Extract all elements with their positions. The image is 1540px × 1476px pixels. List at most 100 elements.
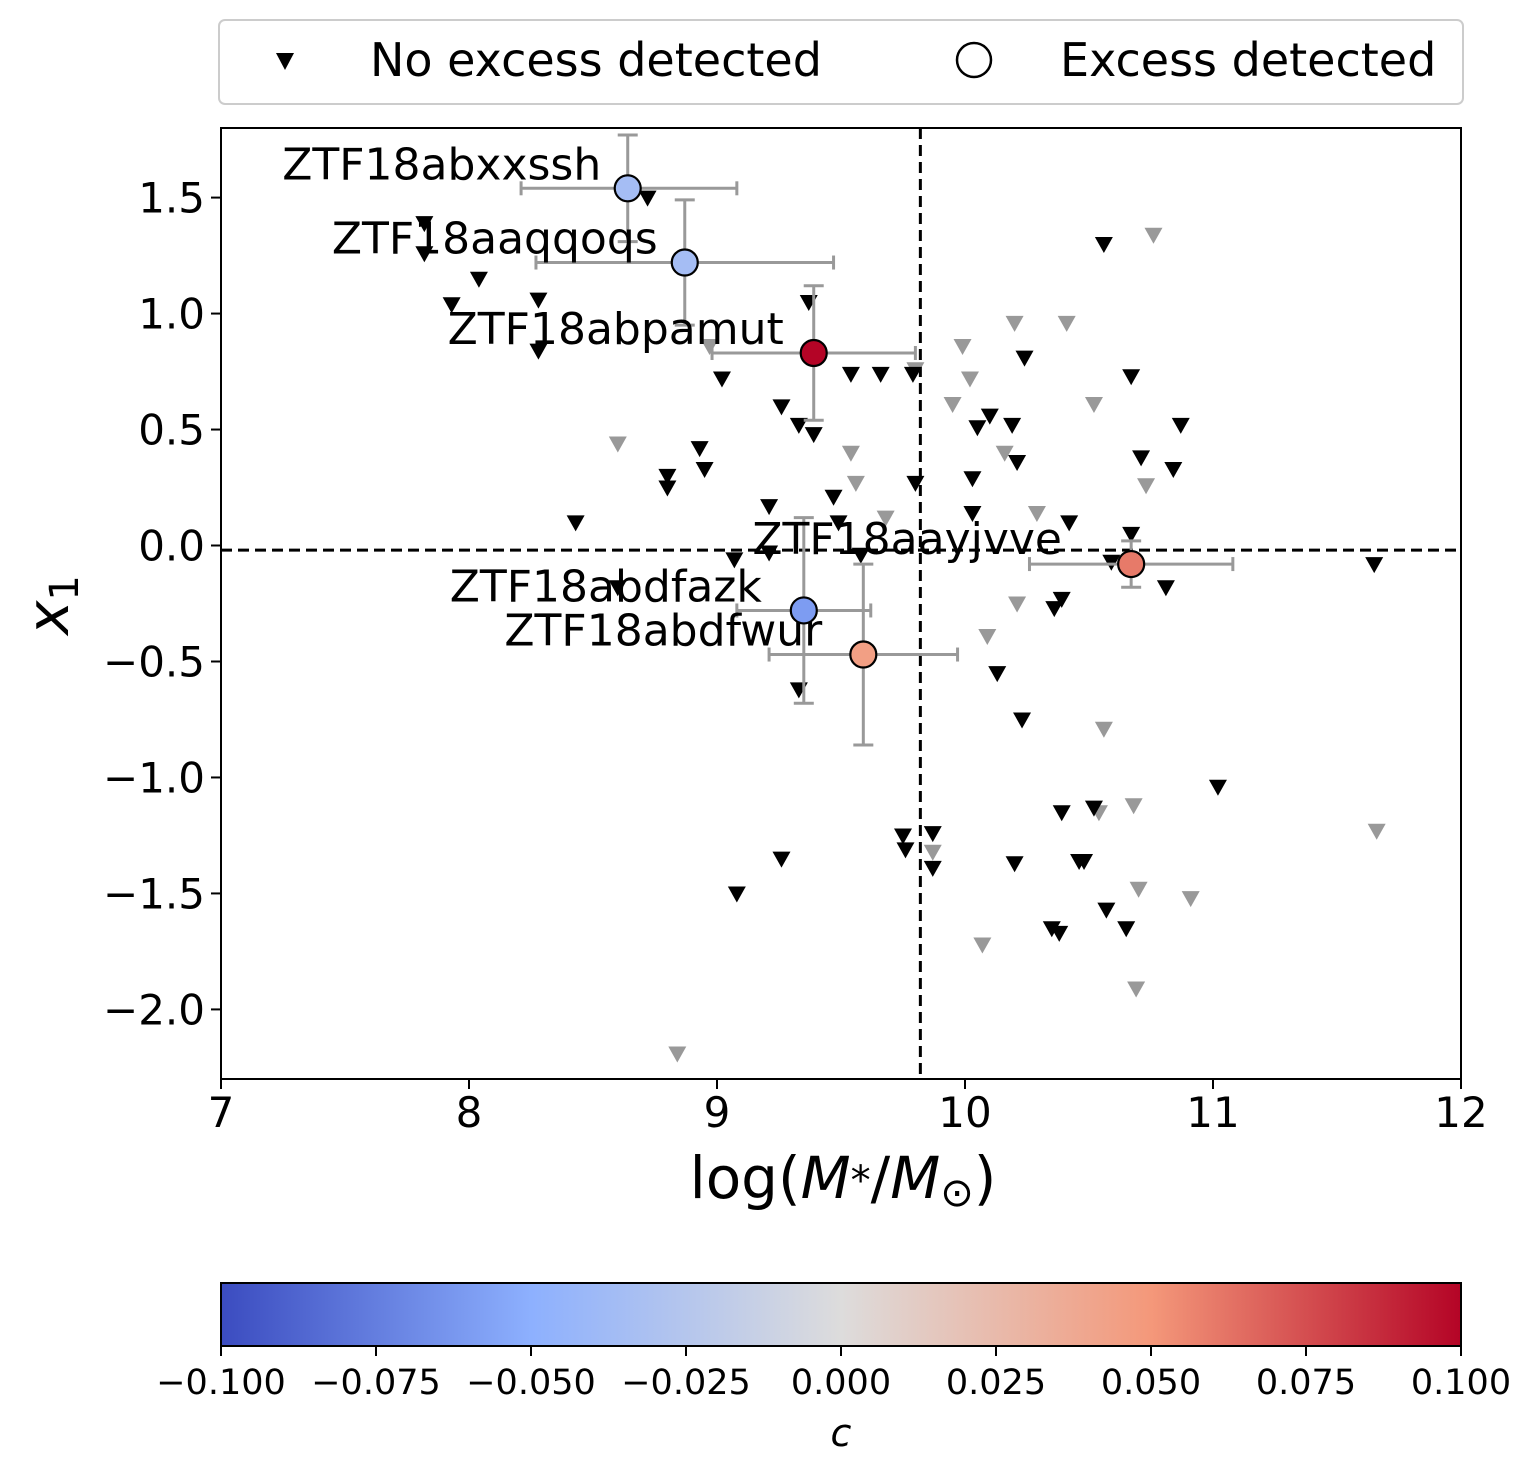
black-triangle-point [804, 427, 823, 444]
x-tick-label: 10 [938, 1088, 991, 1137]
black-triangle-point [566, 515, 585, 532]
colorbar-gradient [220, 1282, 1462, 1347]
black-triangle-point [1094, 236, 1113, 253]
excess-point-ztf18abpamut [799, 338, 828, 368]
black-triangle-point [963, 506, 982, 523]
grey-triangle-point [1124, 798, 1143, 815]
grey-triangle-point [1027, 506, 1046, 523]
point-label-ztf18aaqqoqs: ZTF18aaqqoqs [332, 214, 658, 265]
grey-triangle-point [978, 628, 997, 645]
black-triangle-point [469, 271, 488, 288]
black-triangle-point [1171, 417, 1190, 434]
black-triangle-point [1003, 417, 1022, 434]
black-triangle-point [442, 297, 461, 314]
colorbar-label: c [831, 1411, 852, 1455]
black-triangle-point [1042, 921, 1061, 938]
point-label-ztf18aayjvve: ZTF18aayjvve [752, 514, 1062, 565]
black-triangle-point [923, 826, 942, 843]
colorbar-tick-label: 0.100 [1411, 1363, 1511, 1403]
y-tick-label: 1.0 [138, 290, 205, 339]
x-axis-label: log(M*/M⊙) [690, 1144, 997, 1216]
excess-point-ztf18abdfwur [849, 640, 878, 669]
black-triangle-point [1208, 779, 1227, 796]
black-triangle-point [851, 547, 870, 564]
y-tick-label: −1.0 [103, 753, 205, 802]
x-tick-label: 12 [1434, 1088, 1487, 1137]
black-triangle-point [903, 366, 922, 383]
grey-triangle-point [1129, 881, 1148, 898]
black-triangle-point [415, 246, 434, 263]
point-label-ztf18abdfwur: ZTF18abdfwur [504, 606, 823, 657]
colorbar-tick-label: 0.000 [791, 1363, 891, 1403]
black-triangle-point [1052, 591, 1071, 608]
black-triangle-point [1084, 800, 1103, 817]
black-triangle-point [760, 545, 779, 562]
excess-point-ztf18aaqqoqs [670, 248, 699, 277]
black-triangle-point [1060, 515, 1079, 532]
black-triangle-point [1013, 712, 1032, 729]
black-triangle-point [772, 399, 791, 416]
legend-triangle-icon [276, 53, 294, 70]
grey-triangle-point [846, 475, 865, 492]
series-grey-triangles [608, 227, 1386, 1063]
black-triangle-point [968, 420, 987, 437]
black-triangle-point [1015, 350, 1034, 367]
black-triangle-point [1156, 580, 1175, 597]
black-triangle-point [1164, 461, 1183, 478]
grey-triangle-point [960, 371, 979, 388]
grey-triangle-point [608, 436, 627, 453]
grey-triangle-point [1144, 227, 1163, 244]
colorbar-tick-label: 0.050 [1101, 1363, 1201, 1403]
black-triangle-point [727, 886, 746, 903]
black-triangle-point [1122, 526, 1141, 543]
grey-triangle-point [876, 510, 895, 527]
grey-triangle-point [1127, 981, 1146, 998]
black-triangle-point [529, 292, 548, 309]
black-triangle-point [963, 471, 982, 488]
black-triangle-point [1005, 856, 1024, 873]
grey-triangle-point [1008, 596, 1027, 613]
black-triangle-point [789, 417, 808, 434]
y-axis-label: x1 [14, 575, 88, 637]
point-label-ztf18abxxssh: ZTF18abxxssh [282, 139, 601, 190]
colorbar-tick-label: 0.025 [946, 1363, 1046, 1403]
excess-point-ztf18abdfazk [789, 596, 818, 625]
y-tick-label: 1.5 [138, 174, 205, 223]
black-triangle-point [1117, 921, 1136, 938]
x-tick-label: 7 [208, 1088, 235, 1137]
black-triangle-point [1097, 902, 1116, 919]
grey-triangle-point [1057, 315, 1076, 332]
legend-frame [218, 19, 1464, 105]
reference-lines [221, 128, 1461, 1079]
black-triangle-point [1008, 455, 1027, 472]
legend: No excess detected Excess detected [218, 19, 1464, 105]
grey-triangle-point [1137, 478, 1156, 495]
black-triangle-point [658, 468, 677, 485]
colorbar-tick-label: 0.075 [1256, 1363, 1356, 1403]
y-tick-label: −1.5 [103, 869, 205, 918]
black-triangle-point [829, 515, 848, 532]
grey-triangle-point [668, 1046, 687, 1063]
y-tick-label: −2.0 [103, 985, 205, 1034]
grey-triangle-point [923, 844, 942, 861]
plot-area: ZTF18abxxssh ZTF18aaqqoqs ZTF18abpamut ZTF1… [14, 127, 1488, 1216]
series-excess-circles [613, 174, 1146, 669]
grey-triangle-point [700, 339, 719, 356]
grey-triangle-point [943, 397, 962, 414]
x-tick-label: 8 [456, 1088, 483, 1137]
x-tick-label: 11 [1186, 1088, 1239, 1137]
black-triangle-point [923, 860, 942, 877]
black-triangle-point [1050, 925, 1069, 942]
black-triangle-point [841, 366, 860, 383]
black-triangle-point [894, 828, 912, 845]
black-triangle-point [1122, 369, 1141, 386]
black-triangle-point [529, 343, 548, 360]
black-triangle-point [1132, 450, 1151, 467]
black-triangle-point [712, 371, 731, 388]
x-axis-ticks: 7 8 9 10 11 12 [208, 1079, 1488, 1137]
y-tick-label: 0.0 [138, 522, 205, 571]
grey-triangle-point [953, 339, 972, 356]
black-triangle-point [871, 366, 890, 383]
black-triangle-point [690, 441, 709, 458]
